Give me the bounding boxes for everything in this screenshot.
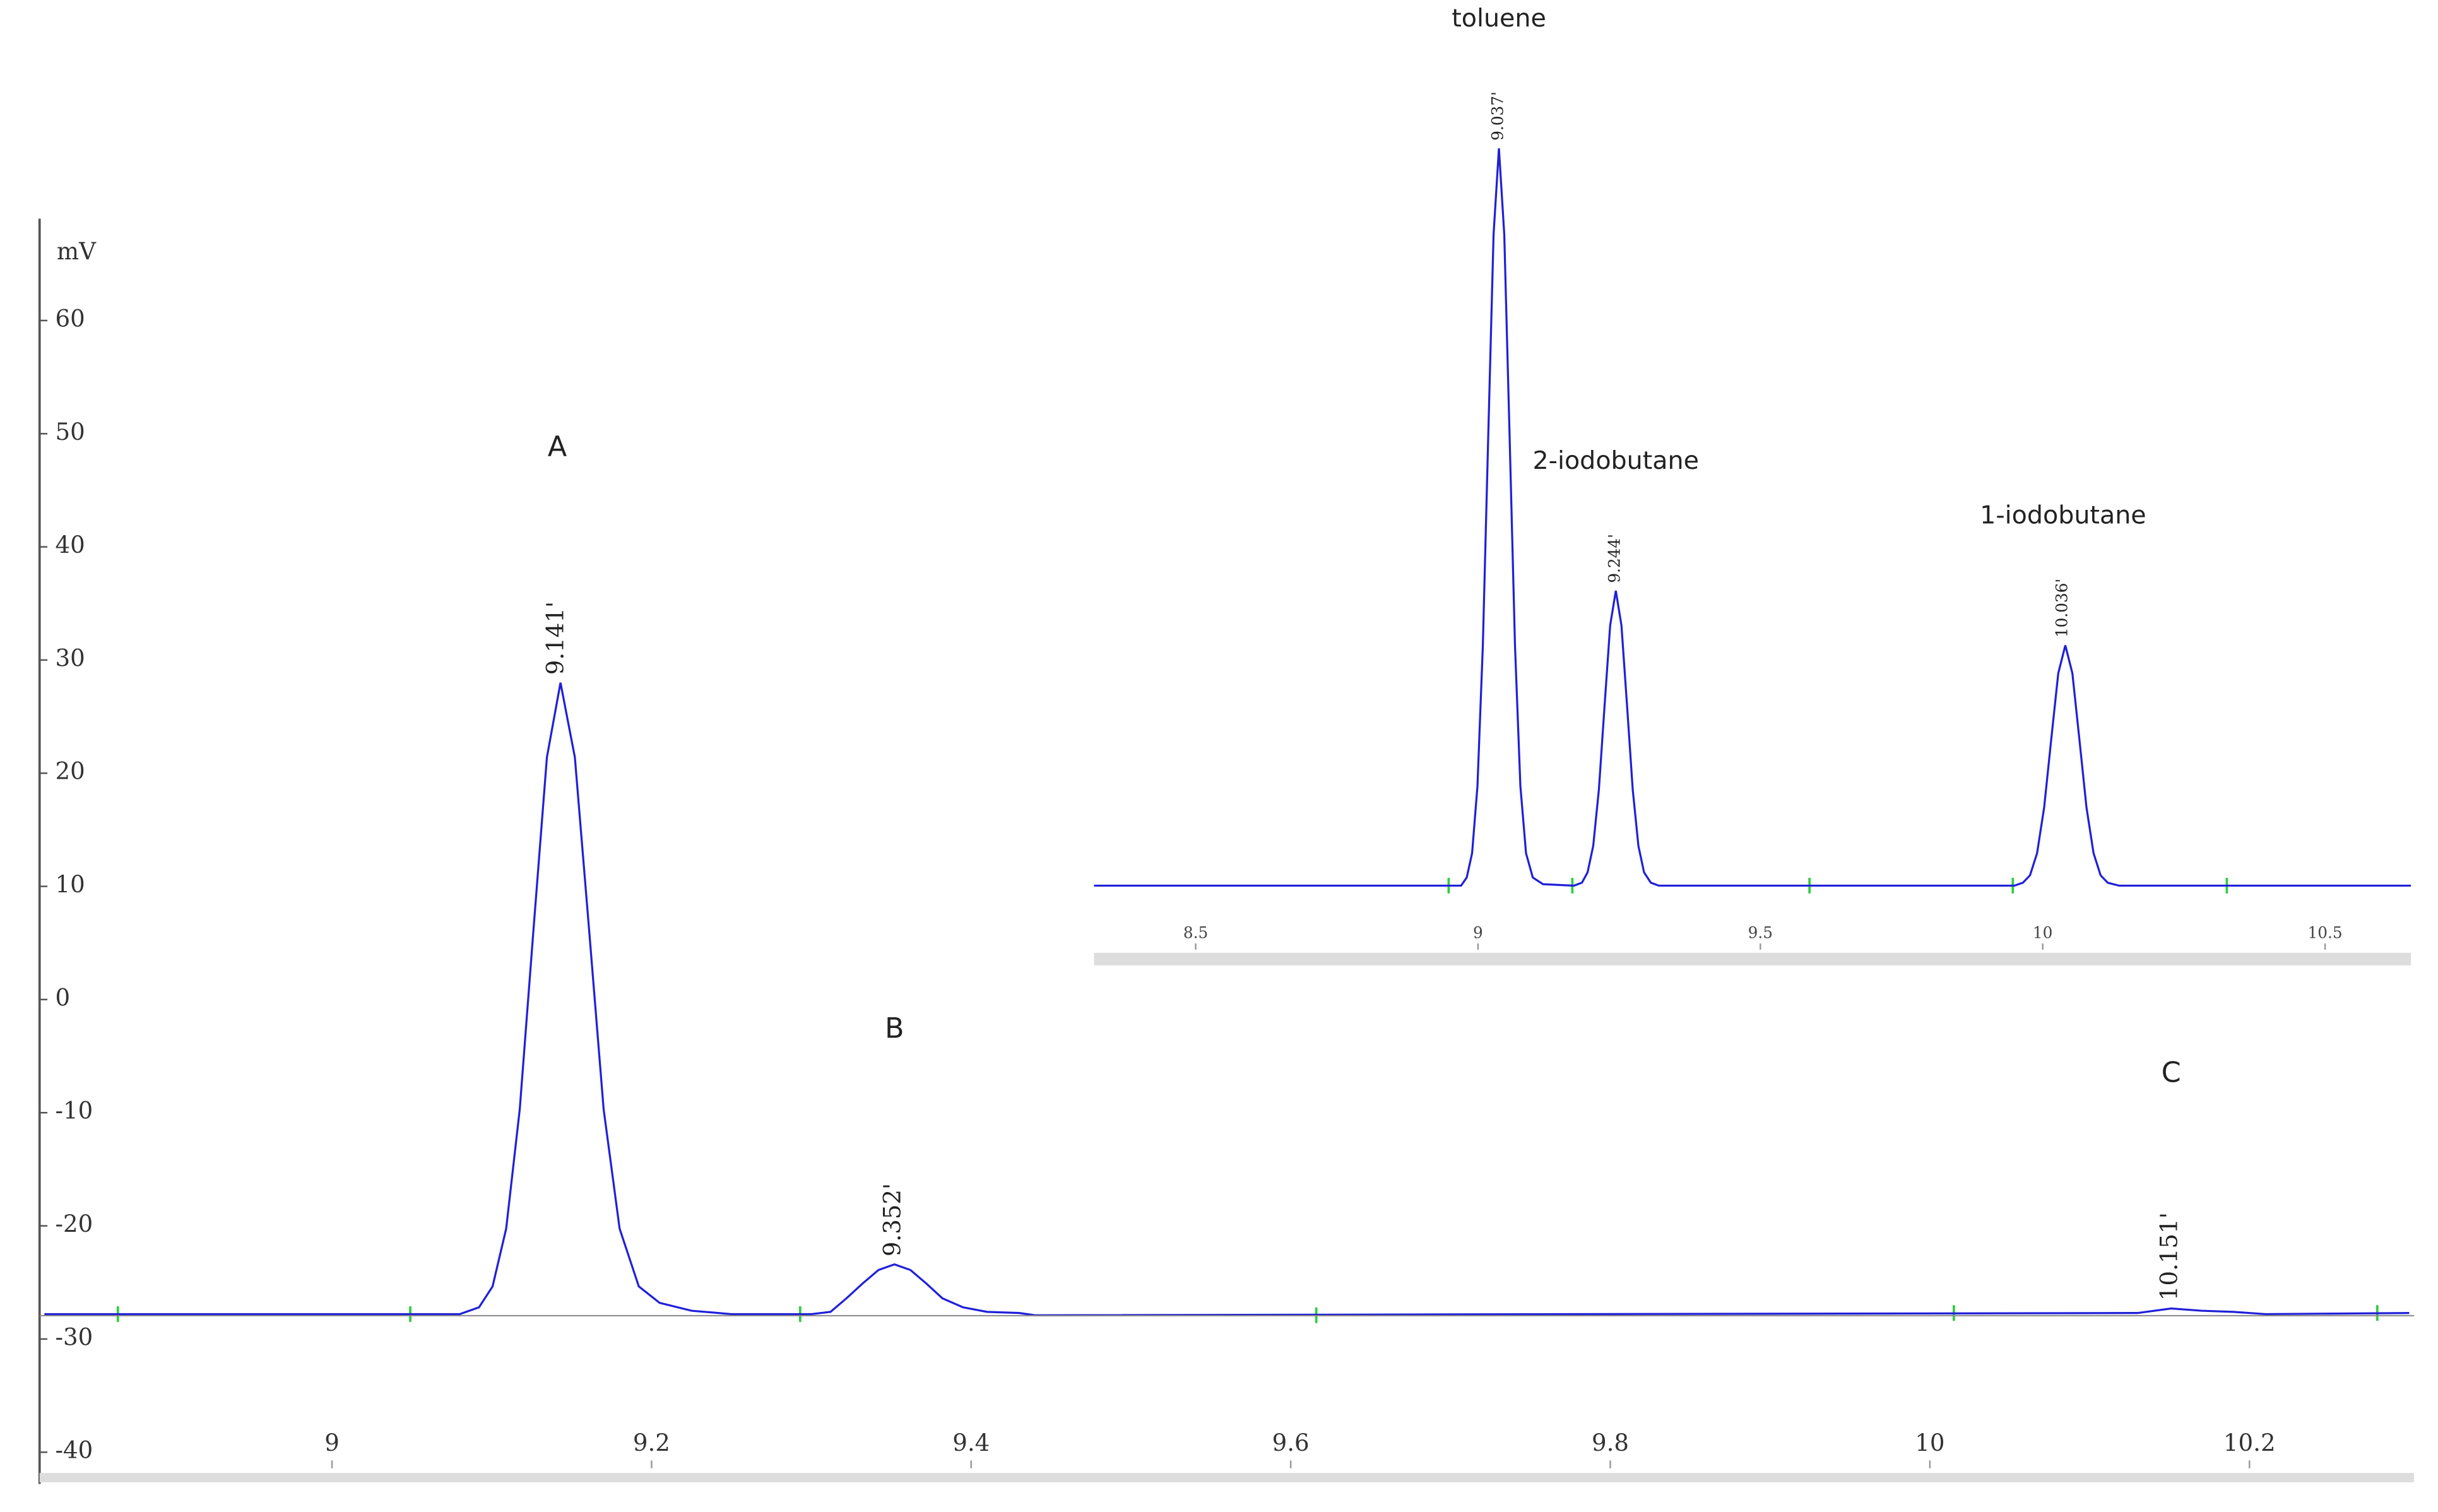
y-tick-label: 0 [55, 984, 70, 1011]
x-tick-label: 9.4 [952, 1429, 990, 1456]
y-axis-label: mV [57, 238, 97, 265]
x-tick-label: 9 [324, 1429, 340, 1456]
x-tick-label: 10.5 [2308, 924, 2343, 942]
peak-time-label: 9.141' [542, 601, 569, 675]
x-tick-label: 9.5 [1748, 924, 1773, 942]
x-tick-label: 9.2 [633, 1429, 670, 1456]
peak-name: toluene [1452, 4, 1546, 33]
y-tick-label: -40 [55, 1437, 93, 1464]
x-tick-label: 9.6 [1272, 1429, 1310, 1456]
y-tick-label: -10 [55, 1097, 93, 1125]
y-tick-label: 20 [55, 758, 85, 785]
peak-time-label: 10.151' [2156, 1212, 2183, 1301]
y-tick-label: 30 [55, 644, 85, 671]
x-tick-label: 8.5 [1183, 924, 1208, 942]
x-tick-label: 10 [1915, 1429, 1944, 1456]
peak-name: C [2162, 1056, 2181, 1089]
inset-scrollbar [1094, 952, 2411, 966]
peak-time-label: 10.036' [2052, 579, 2071, 637]
trace [1094, 148, 2411, 887]
y-tick-label: 10 [55, 871, 85, 898]
y-tick-label: 50 [55, 418, 85, 446]
scrollbar [39, 1473, 2415, 1482]
x-tick-label: 9.8 [1592, 1429, 1629, 1456]
x-tick-label: 9 [1473, 924, 1483, 942]
peak-name: 1-iodobutane [1980, 501, 2146, 530]
peak-name: A [548, 430, 567, 463]
y-tick-label: -30 [55, 1323, 93, 1350]
peak-name: 2-iodobutane [1532, 446, 1699, 475]
peak-time-label: 9.352' [879, 1183, 906, 1256]
peak-time-label: 9.244' [1606, 534, 1624, 583]
y-tick-label: -20 [55, 1210, 93, 1237]
trace [44, 682, 2410, 1316]
x-tick-label: 10.2 [2223, 1429, 2276, 1456]
y-tick-label: 60 [55, 305, 85, 332]
peak-time-label: 9.037' [1489, 92, 1507, 141]
y-tick-label: 40 [55, 531, 85, 558]
x-tick-label: 10 [2033, 924, 2053, 942]
peak-name: B [885, 1012, 904, 1045]
